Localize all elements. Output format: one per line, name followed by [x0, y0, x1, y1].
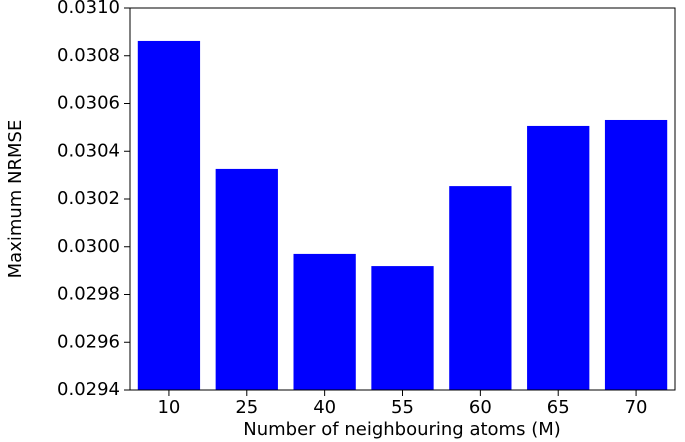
y-tick-label: 0.0294 — [57, 379, 120, 400]
plot-frame — [129, 7, 676, 391]
y-tick-label: 0.0302 — [57, 188, 120, 209]
y-tick-label: 0.0304 — [57, 140, 120, 161]
x-tick-label: 40 — [313, 397, 336, 418]
x-axis-label: Number of neighbouring atoms (M) — [243, 419, 561, 440]
bar — [215, 168, 278, 390]
x-tick-label: 25 — [235, 397, 258, 418]
bar — [604, 119, 668, 390]
y-tick-label: 0.0296 — [57, 331, 120, 352]
bar — [137, 40, 201, 390]
y-tick-label: 0.0298 — [57, 284, 120, 305]
y-tick-label: 0.0310 — [57, 0, 120, 18]
bar — [371, 266, 434, 390]
x-tick-label: 55 — [391, 397, 414, 418]
bar — [449, 186, 512, 390]
y-axis-label: Maximum NRMSE — [5, 120, 26, 279]
y-tick-label: 0.0300 — [57, 236, 120, 257]
x-tick-label: 70 — [625, 397, 648, 418]
y-tick-label: 0.0308 — [57, 45, 120, 66]
bar — [293, 253, 356, 390]
x-tick-label: 60 — [469, 397, 492, 418]
x-tick-label: 65 — [547, 397, 570, 418]
bar — [527, 125, 590, 390]
y-tick-label: 0.0306 — [57, 93, 120, 114]
x-tick-label: 10 — [157, 397, 180, 418]
